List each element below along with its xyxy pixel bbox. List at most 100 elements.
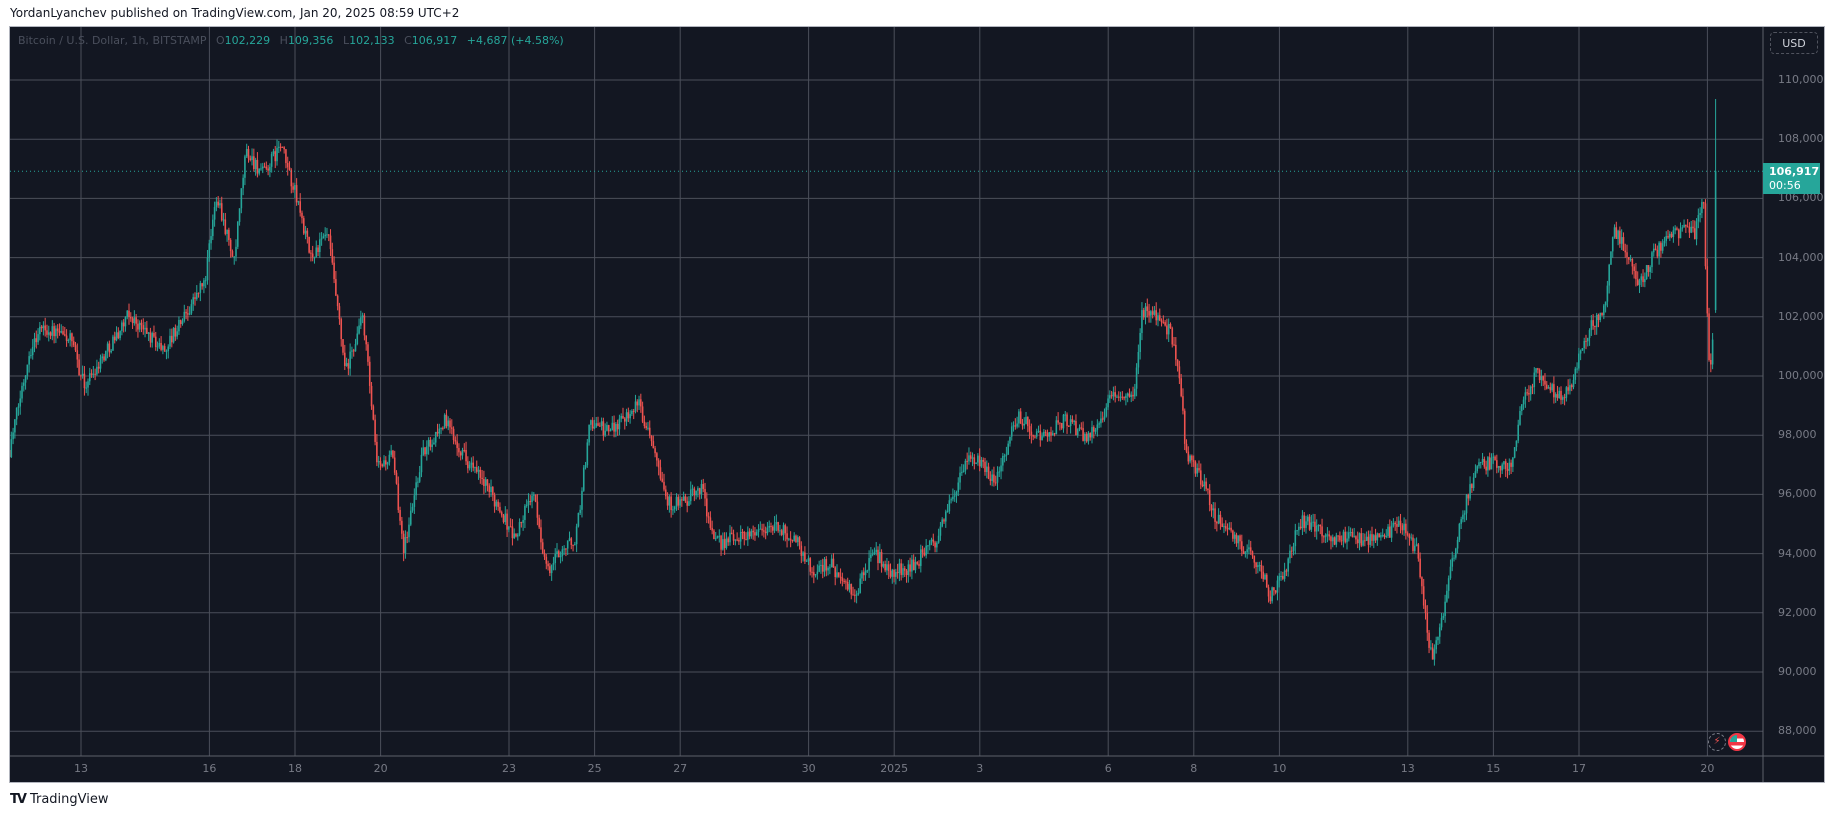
candle-body (768, 525, 771, 528)
candle-body (388, 454, 391, 463)
candle-body (748, 531, 751, 537)
candle-body (274, 151, 277, 162)
currency-button[interactable]: USD (1770, 32, 1818, 54)
candle-body (1576, 368, 1578, 370)
candle-body (1232, 530, 1234, 539)
symbol-title[interactable]: Bitcoin / U.S. Dollar, 1h, BITSTAMP (18, 34, 207, 47)
candle-body (561, 549, 564, 557)
candle-body (376, 441, 378, 463)
candle-body (497, 501, 499, 507)
candle-body (620, 415, 623, 419)
candle-body (154, 336, 157, 347)
bar-countdown: 00:56 (1769, 179, 1801, 192)
candle-body (135, 317, 137, 324)
candle-body (128, 310, 130, 318)
us-flag-icon[interactable] (1728, 733, 1746, 751)
candle-body (302, 218, 305, 234)
candle-body (1053, 433, 1056, 435)
candle-body (905, 570, 908, 576)
candle-body (481, 477, 483, 479)
candle-body (579, 509, 581, 513)
candle-body (1405, 523, 1407, 534)
candle-body (1310, 522, 1313, 530)
change-value: +4,687 (+4.58%) (466, 34, 564, 47)
candle-body (846, 581, 849, 590)
candle-body (1585, 340, 1587, 342)
candle-body (1706, 266, 1709, 314)
close-value: 106,917 (411, 34, 458, 47)
candle-body (928, 541, 931, 546)
candle-body (916, 562, 919, 564)
candle-body (1610, 251, 1612, 265)
candle-body (636, 401, 639, 406)
candle-body (399, 510, 401, 521)
candle-body (832, 558, 835, 568)
candle-body (1601, 312, 1603, 316)
candle-body (1117, 396, 1120, 398)
candle-body (723, 539, 726, 548)
candle-body (31, 346, 34, 356)
candle-body (65, 335, 68, 341)
candle-body (859, 578, 861, 593)
candle-body (1271, 587, 1273, 602)
candle-body (160, 342, 162, 350)
candle-body (1269, 596, 1272, 602)
candle-body (53, 326, 55, 337)
candle-body (1556, 394, 1559, 399)
candle-body (1028, 426, 1031, 432)
candle-body (1346, 538, 1348, 543)
candle-body (1458, 523, 1461, 540)
candle-body (570, 538, 573, 545)
grid-lines (10, 27, 1763, 756)
candle-body (1198, 468, 1200, 471)
time-tick: 16 (202, 762, 217, 775)
publisher-line: YordanLyanchev published on TradingView.… (10, 6, 460, 20)
footer-brand[interactable]: TradingView (29, 792, 109, 807)
candle-body (875, 549, 878, 553)
candle-body (1374, 535, 1377, 541)
candle-body (1059, 422, 1061, 424)
candle-body (600, 421, 603, 427)
candle-body (413, 495, 416, 507)
candle-body (1574, 368, 1577, 380)
price-tick: 90,000 (1778, 665, 1817, 678)
candle-body (1392, 522, 1395, 526)
candle-body (187, 313, 189, 315)
candle-body (261, 166, 264, 169)
candle-body (1399, 520, 1402, 526)
lightning-icon[interactable]: ⚡ (1708, 733, 1726, 751)
candle-body (131, 318, 134, 324)
candle-body (1039, 430, 1042, 441)
candle-body (174, 327, 177, 337)
candle-body (1579, 350, 1582, 354)
candle-body (1535, 368, 1537, 373)
candle-body (108, 343, 111, 353)
candle-body (443, 414, 446, 428)
candle-body (297, 201, 300, 203)
candle-body (149, 332, 152, 343)
candle-body (982, 459, 985, 462)
candle-body (1255, 562, 1257, 568)
candle-body (1456, 539, 1459, 549)
candle-body (310, 252, 312, 254)
candle-body (392, 450, 394, 458)
candle-body (1667, 236, 1669, 238)
candle-body (1244, 552, 1247, 555)
candle-body (969, 455, 972, 459)
price-tick: 106,000 (1778, 191, 1824, 205)
candle-body (1153, 310, 1156, 315)
candle-body (72, 341, 75, 346)
candle-body (755, 531, 758, 536)
candle-body (1069, 419, 1072, 427)
candle-body (691, 488, 694, 490)
candle-body (582, 467, 585, 491)
candle-body (820, 564, 822, 566)
candle-body (791, 540, 794, 542)
candle-body (679, 499, 681, 506)
candle-body (952, 496, 954, 500)
candle-body (877, 549, 879, 564)
candle-body (1380, 535, 1382, 538)
candle-body (1686, 226, 1689, 228)
price-tick: 94,000 (1778, 546, 1817, 560)
